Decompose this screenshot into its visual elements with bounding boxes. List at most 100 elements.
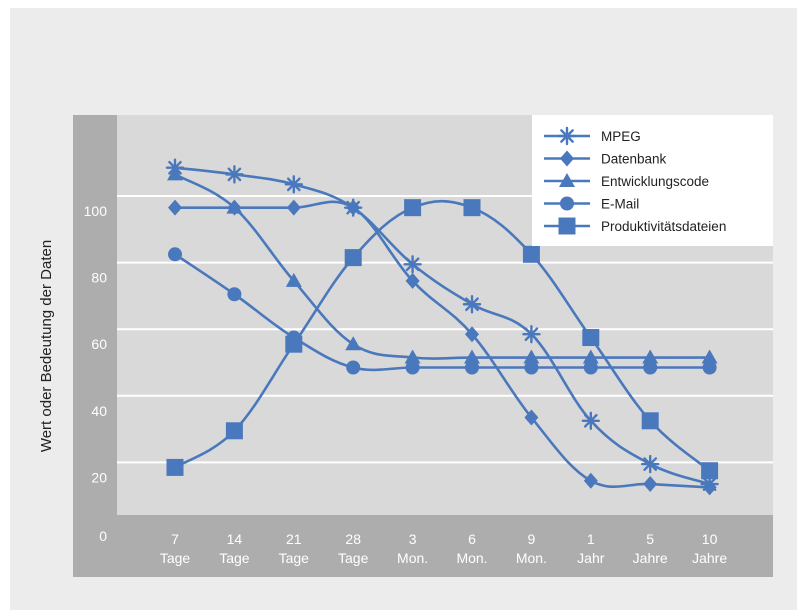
data-point-circle xyxy=(583,360,598,375)
data-point-circle xyxy=(465,360,479,375)
x-tick-label: 6 xyxy=(468,531,476,547)
x-tick-label: Tage xyxy=(219,550,250,566)
data-point-circle xyxy=(346,360,361,375)
x-tick-label: Mon. xyxy=(516,550,547,566)
data-point-square xyxy=(285,335,303,353)
series-asterisk xyxy=(165,158,719,494)
data-point-diamond xyxy=(583,472,598,489)
legend-label: Entwicklungscode xyxy=(601,174,709,189)
legend-label: Produktivitätsdateien xyxy=(601,219,726,234)
data-point-square xyxy=(344,249,362,267)
y-axis-ticks: 0 20 40 60 80 100 xyxy=(84,203,108,544)
legend-marker-circle xyxy=(560,196,574,211)
data-point-diamond xyxy=(405,272,420,289)
x-tick-label: 1 xyxy=(587,531,595,547)
legend-label: MPEG xyxy=(601,129,641,144)
data-point-asterisk xyxy=(403,255,422,274)
data-point-triangle xyxy=(642,349,659,364)
data-point-triangle xyxy=(167,166,183,181)
series-square xyxy=(166,199,719,480)
data-point-diamond xyxy=(346,199,361,216)
data-point-circle xyxy=(524,360,539,375)
y-tick-label: 60 xyxy=(91,336,107,352)
x-tick-label: Jahre xyxy=(692,550,727,566)
data-point-square xyxy=(225,422,243,440)
x-axis-ticks: 7 Tage 14 Tage 21 Tage 28 Tage 3 Mon. 6 Mon. 9 Mon. 1 J… xyxy=(160,531,727,566)
legend-label: E-Mail xyxy=(601,197,639,212)
data-point-circle xyxy=(405,360,420,375)
data-point-square xyxy=(166,458,184,476)
x-tick-label: Tage xyxy=(160,550,191,566)
data-point-diamond xyxy=(702,479,717,496)
data-point-diamond xyxy=(524,409,539,426)
data-point-asterisk xyxy=(581,411,600,430)
legend: MPEG Datenbank Entwicklungscode E-Mail Produ… xyxy=(532,115,773,246)
series-circle xyxy=(168,247,717,375)
series-group xyxy=(165,158,719,496)
x-tick-label: 7 xyxy=(171,531,179,547)
data-point-circle xyxy=(227,287,242,302)
legend-item: E-Mail xyxy=(544,196,639,212)
y-tick-label: 20 xyxy=(91,469,107,485)
series-line xyxy=(174,173,710,360)
data-point-square xyxy=(582,329,600,347)
data-point-asterisk xyxy=(284,175,303,194)
data-point-triangle xyxy=(523,349,540,364)
x-tick-label: Mon. xyxy=(456,550,487,566)
series-line xyxy=(174,199,711,472)
data-point-diamond xyxy=(168,199,182,216)
data-point-square xyxy=(522,245,540,263)
data-point-diamond xyxy=(465,326,479,343)
data-point-triangle xyxy=(464,349,480,364)
series-triangle xyxy=(167,166,718,364)
x-tick-label: 21 xyxy=(286,531,302,547)
data-point-triangle xyxy=(404,349,421,364)
y-tick-label: 0 xyxy=(99,528,107,544)
x-tick-label: Tage xyxy=(338,550,369,566)
data-point-diamond xyxy=(643,476,658,493)
legend-item: Datenbank xyxy=(544,150,667,167)
data-point-circle xyxy=(702,360,717,375)
data-point-triangle xyxy=(226,199,243,214)
y-axis-label: Wert oder Bedeutung der Daten xyxy=(38,240,55,452)
series-line xyxy=(175,200,710,489)
series-line xyxy=(174,253,710,372)
x-tick-label: 10 xyxy=(702,531,718,547)
x-tick-label: 3 xyxy=(409,531,417,547)
data-point-triangle xyxy=(345,336,362,351)
x-tick-label: 9 xyxy=(528,531,536,547)
data-point-asterisk xyxy=(641,454,660,474)
legend-marker-asterisk xyxy=(557,126,577,146)
legend-marker-diamond xyxy=(560,150,574,167)
data-point-triangle xyxy=(701,349,718,364)
x-tick-label: Mon. xyxy=(397,550,428,566)
data-point-square xyxy=(641,412,659,430)
data-point-triangle xyxy=(582,349,599,364)
y-tick-label: 80 xyxy=(91,270,107,286)
legend-label: Datenbank xyxy=(601,152,667,167)
x-tick-label: 14 xyxy=(227,531,243,547)
data-point-square xyxy=(701,462,719,480)
data-point-triangle xyxy=(285,272,302,287)
data-point-square xyxy=(404,199,422,217)
x-tick-label: Jahre xyxy=(633,550,668,566)
y-tick-label: 100 xyxy=(84,203,108,219)
x-tick-label: Tage xyxy=(279,550,310,566)
legend-item: Entwicklungscode xyxy=(544,173,709,189)
series-line xyxy=(174,166,711,486)
x-tick-label: 28 xyxy=(345,531,361,547)
data-point-asterisk xyxy=(462,295,482,314)
data-point-circle xyxy=(643,360,658,375)
data-point-asterisk xyxy=(225,165,244,184)
y-tick-label: 40 xyxy=(91,403,107,419)
x-tick-label: 5 xyxy=(646,531,654,547)
data-point-diamond xyxy=(286,199,301,216)
legend-marker-triangle xyxy=(559,173,575,187)
legend-marker-square xyxy=(558,217,576,235)
x-tick-label: Jahr xyxy=(577,550,605,566)
data-point-circle xyxy=(168,247,182,262)
legend-item: Produktivitätsdateien xyxy=(544,217,726,235)
data-point-asterisk xyxy=(522,325,541,344)
grid-lines xyxy=(117,195,773,464)
